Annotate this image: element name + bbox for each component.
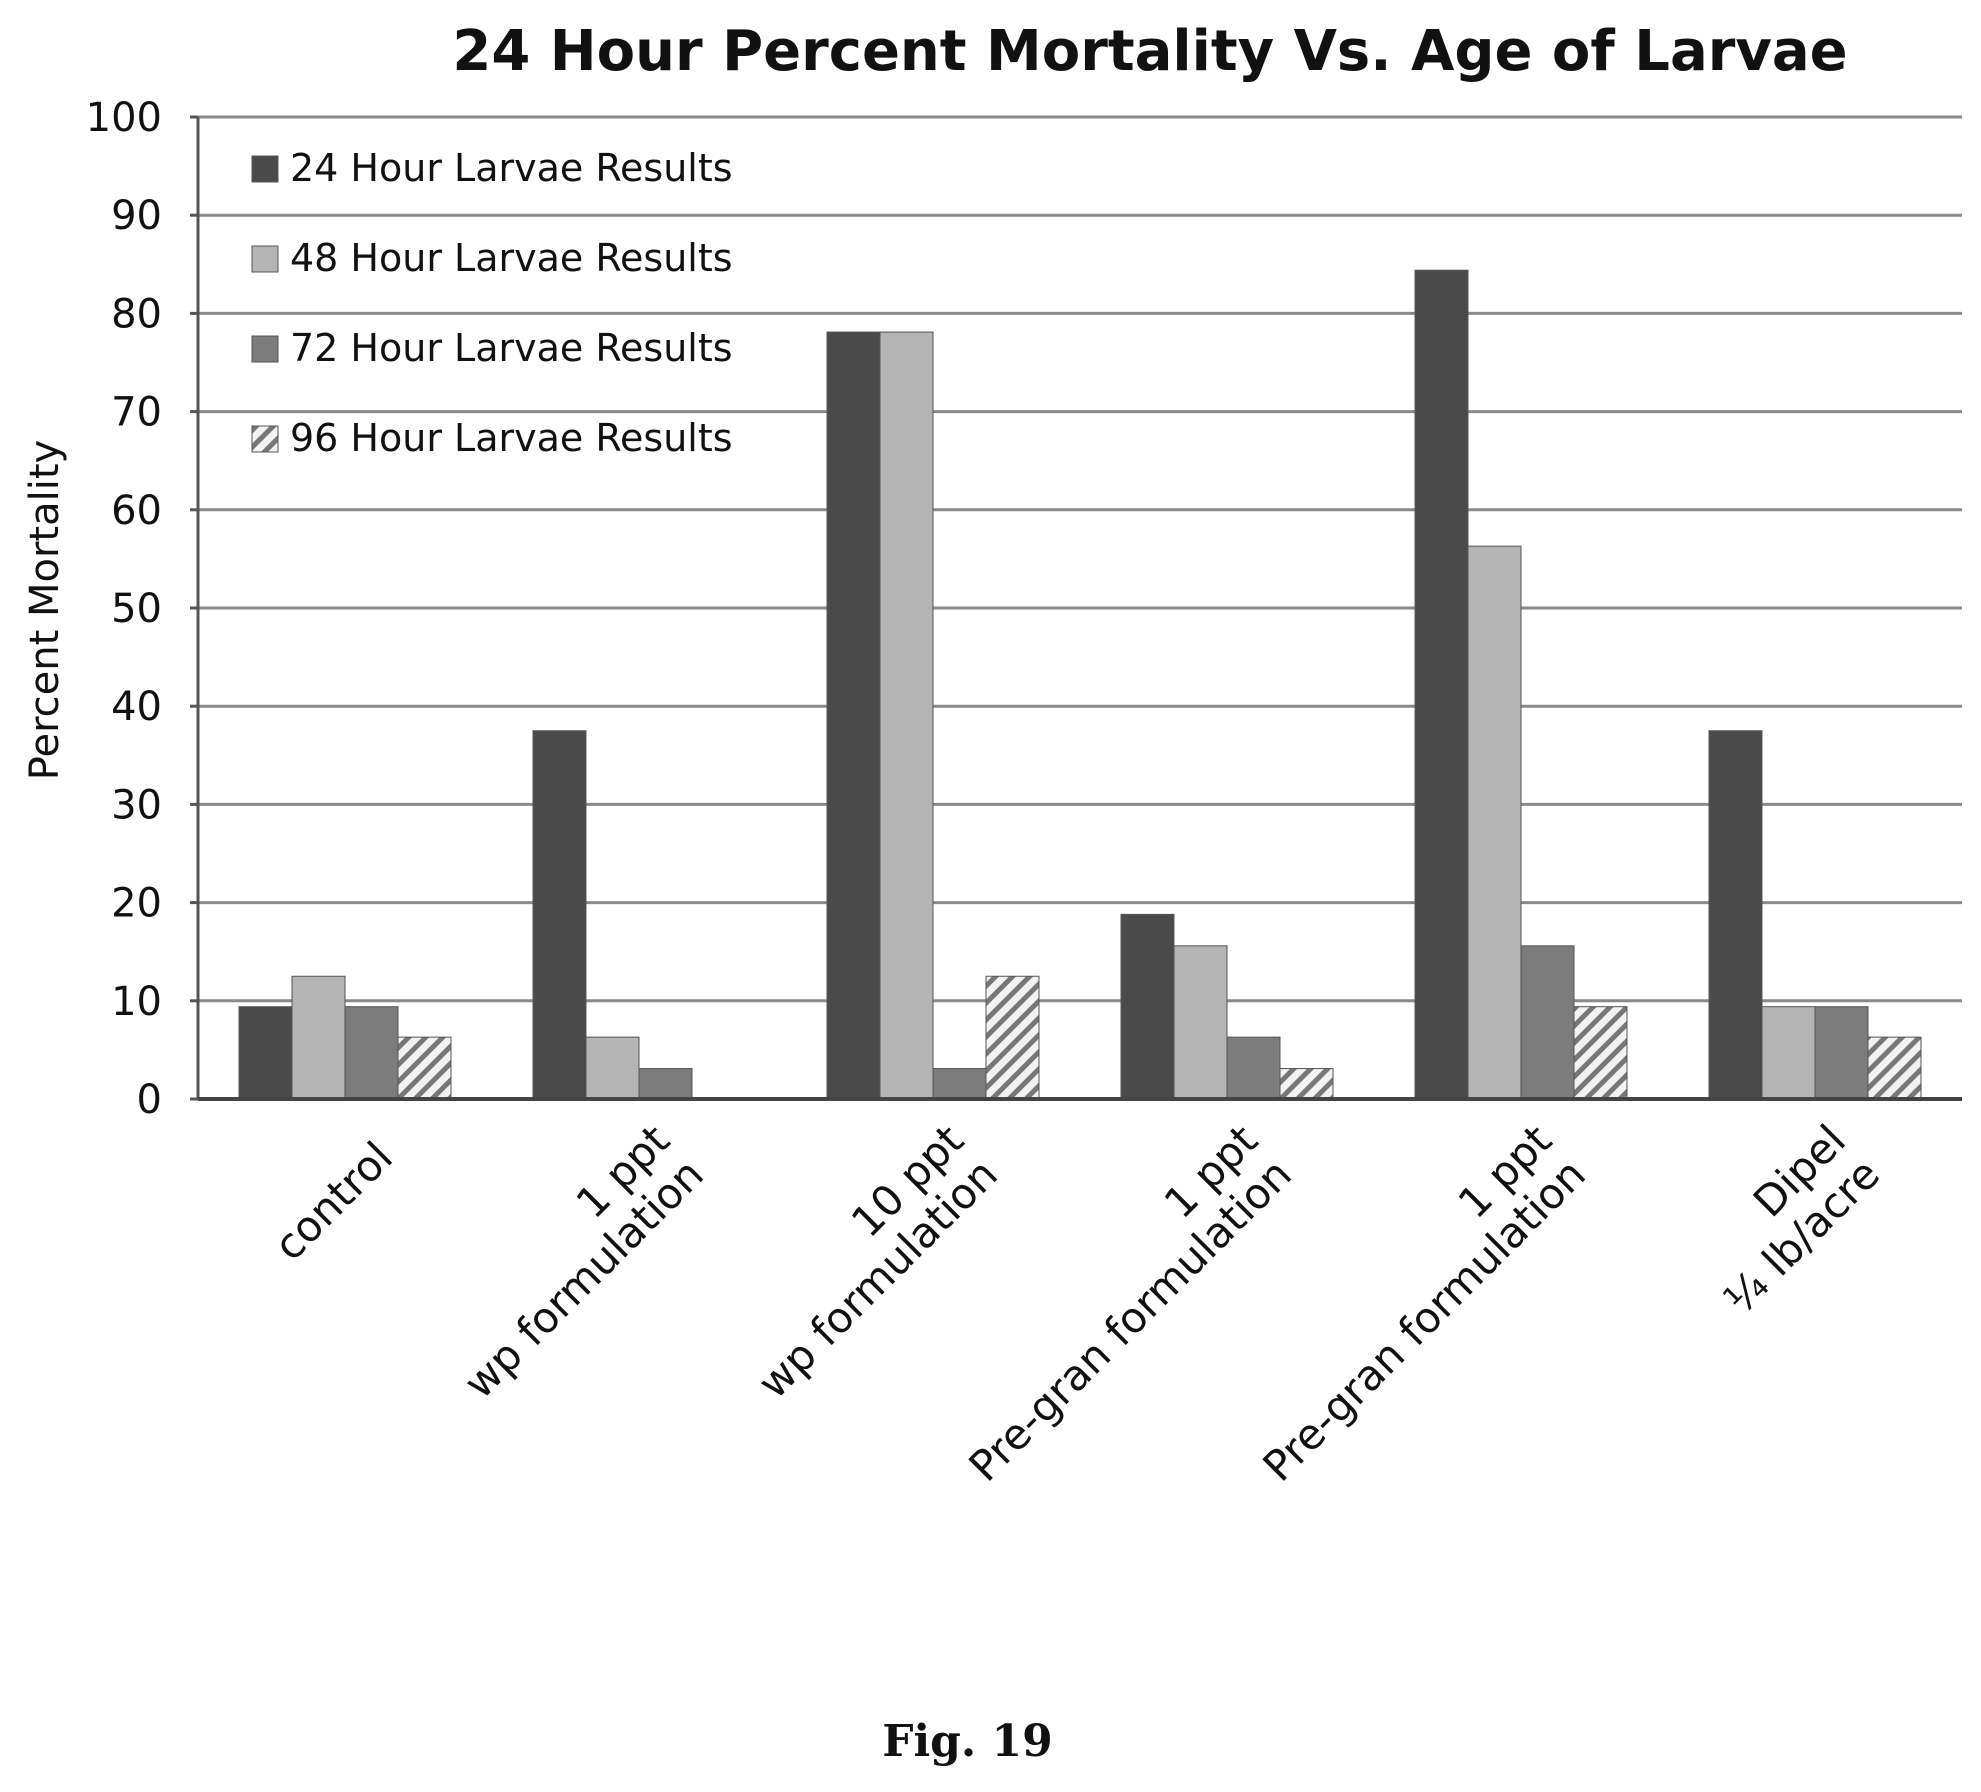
x-tick-label-line: control bbox=[264, 1132, 402, 1270]
bar bbox=[532, 730, 587, 1100]
legend-swatch bbox=[251, 155, 279, 183]
bar bbox=[1708, 730, 1763, 1100]
y-tick-label: 90 bbox=[111, 193, 162, 239]
bar bbox=[585, 1036, 640, 1100]
bar bbox=[826, 331, 881, 1100]
bar bbox=[1814, 1006, 1869, 1100]
y-tick-label: 40 bbox=[111, 684, 162, 730]
y-tick-label: 50 bbox=[111, 586, 162, 632]
bar bbox=[397, 1036, 452, 1100]
figure-caption: Fig. 19 bbox=[882, 1716, 1053, 1767]
y-tick-label: 70 bbox=[111, 390, 162, 436]
bar bbox=[932, 1068, 987, 1100]
legend-label: 48 Hour Larvae Results bbox=[290, 236, 733, 280]
legend: 24 Hour Larvae Results 48 Hour Larvae Res… bbox=[251, 146, 733, 460]
bar bbox=[1520, 945, 1575, 1100]
bar bbox=[1226, 1036, 1281, 1100]
bars bbox=[238, 269, 1922, 1100]
legend-swatch bbox=[251, 335, 279, 363]
gridlines bbox=[198, 115, 1962, 1003]
y-axis-label: Percent Mortality bbox=[22, 440, 68, 780]
x-tick-label: control bbox=[264, 1132, 402, 1270]
y-tick-label: 10 bbox=[111, 979, 162, 1025]
bar bbox=[1573, 1006, 1628, 1100]
y-tick-labels: 0 10 20 30 40 50 60 70 80 90 100 bbox=[86, 95, 162, 1123]
y-tick-label: 80 bbox=[111, 291, 162, 337]
bar bbox=[1279, 1068, 1334, 1100]
y-tick-label: 20 bbox=[111, 881, 162, 927]
y-tick-label: 0 bbox=[137, 1077, 162, 1123]
bar bbox=[1120, 913, 1175, 1100]
y-tick-label: 30 bbox=[111, 782, 162, 828]
chart-title: 24 Hour Percent Mortality Vs. Age of Lar… bbox=[452, 19, 1847, 84]
bar bbox=[1414, 269, 1469, 1100]
bar bbox=[291, 975, 346, 1100]
legend-swatch bbox=[251, 425, 279, 453]
x-tick-label-line: Pre-gran formulation bbox=[959, 1149, 1301, 1491]
x-tick-label-line: Pre-gran formulation bbox=[1253, 1149, 1595, 1491]
bar bbox=[1467, 545, 1522, 1100]
bar bbox=[638, 1068, 693, 1100]
legend-swatch bbox=[251, 245, 279, 273]
y-tick-label: 60 bbox=[111, 488, 162, 534]
axes bbox=[190, 115, 1962, 1101]
legend-label: 24 Hour Larvae Results bbox=[290, 146, 733, 190]
bar bbox=[344, 1006, 399, 1100]
legend-label: 72 Hour Larvae Results bbox=[290, 326, 733, 370]
bar bbox=[879, 331, 934, 1100]
bar bbox=[985, 975, 1040, 1100]
y-tick-label: 100 bbox=[86, 95, 162, 141]
legend-label: 96 Hour Larvae Results bbox=[290, 416, 733, 460]
bar bbox=[1867, 1036, 1922, 1100]
bar bbox=[238, 1006, 293, 1100]
bar bbox=[1761, 1006, 1816, 1100]
bar bbox=[1173, 945, 1228, 1100]
